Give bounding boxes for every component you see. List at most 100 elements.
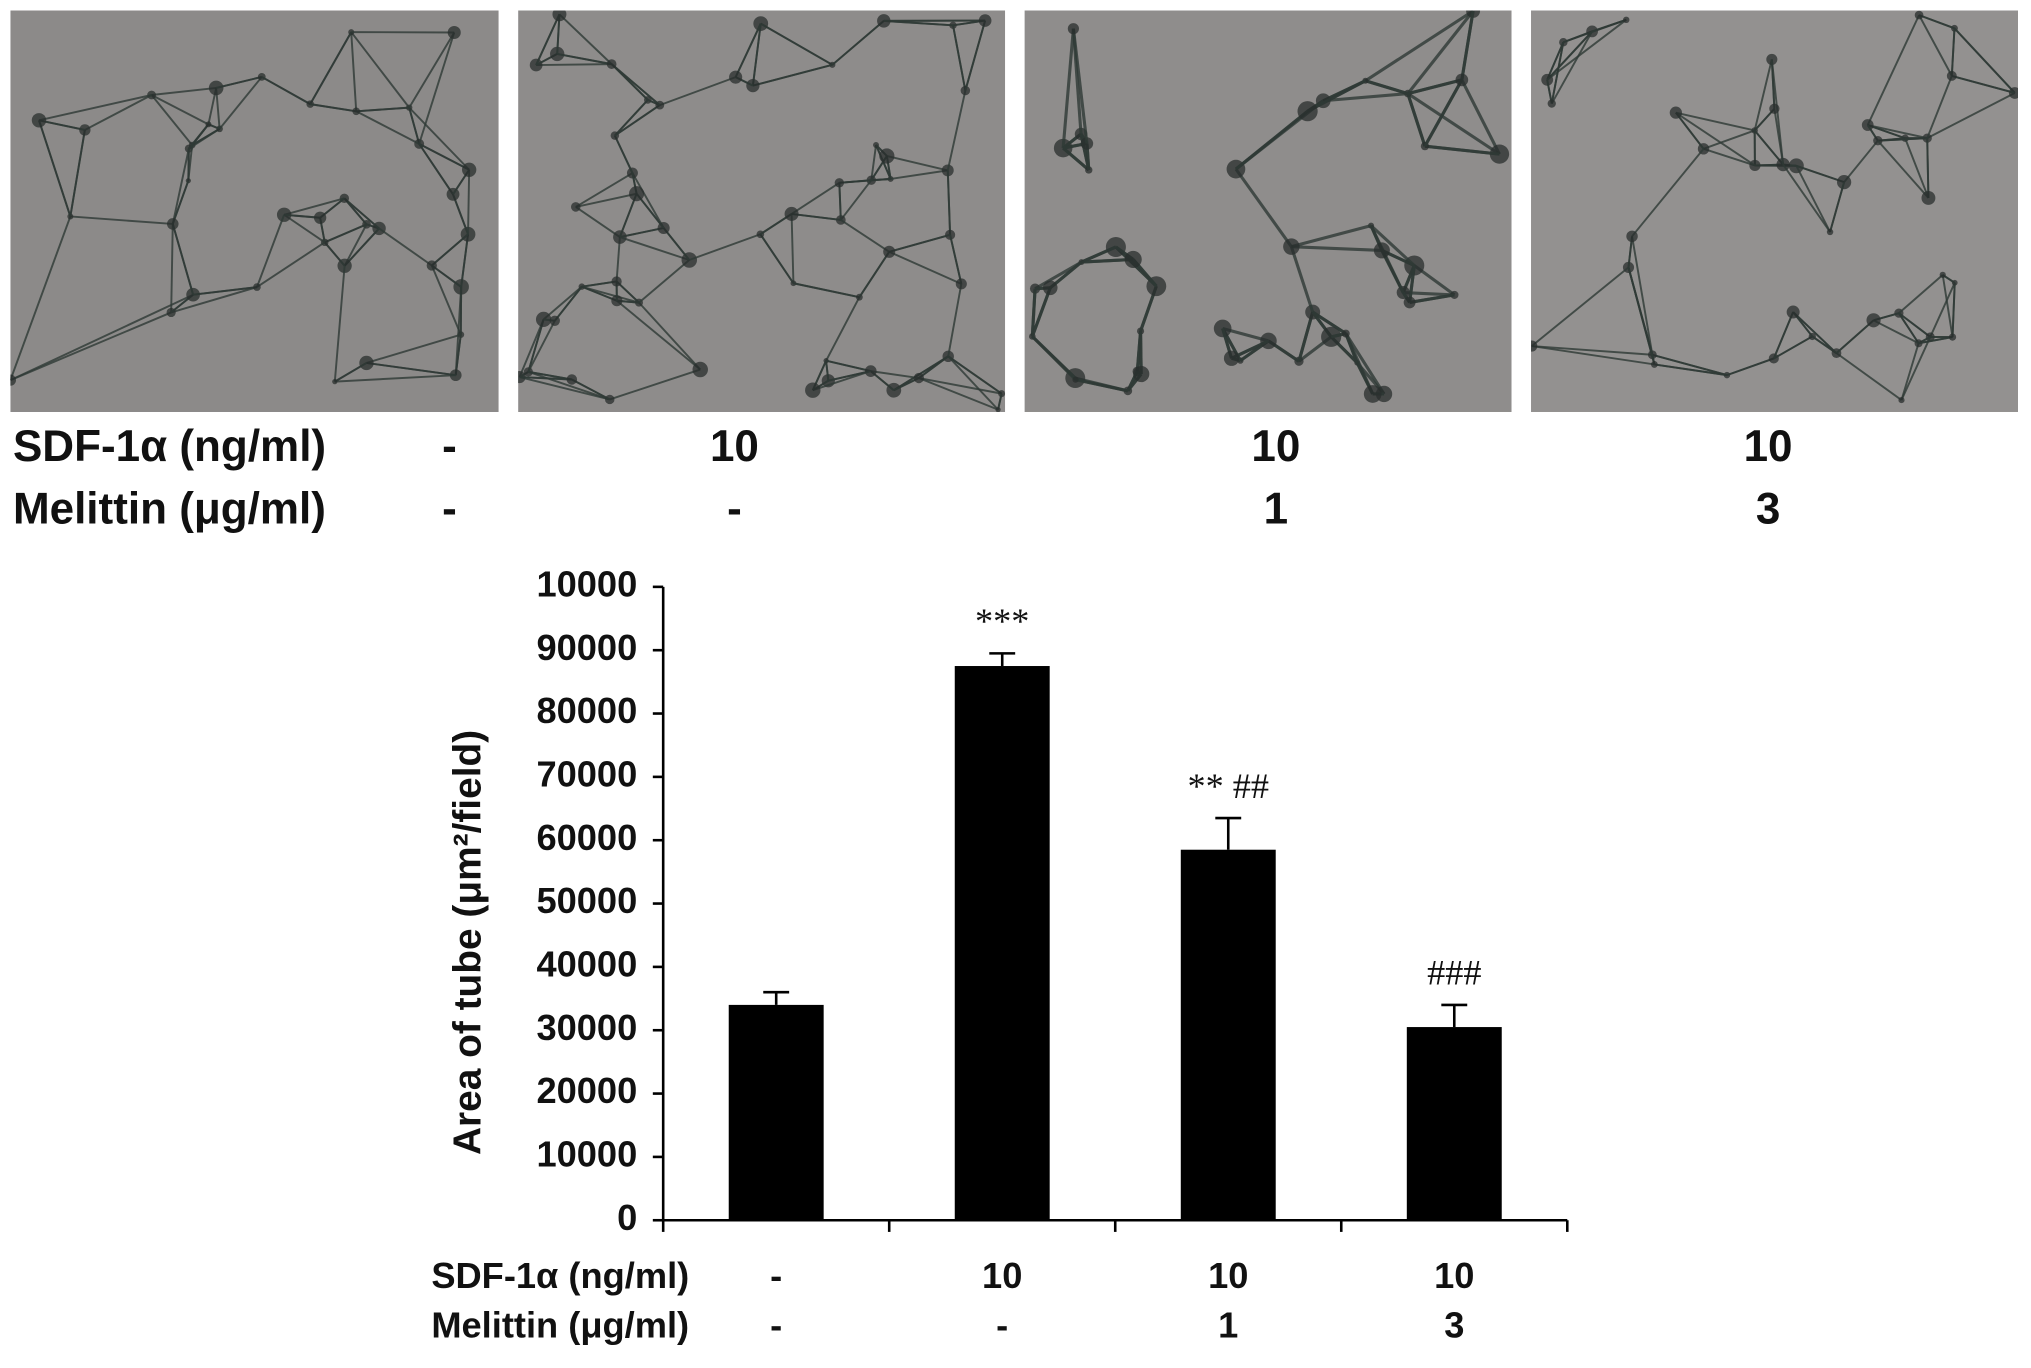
cell-tube: [571, 378, 611, 401]
cell-cluster: [426, 260, 437, 271]
cell-tube: [1297, 311, 1315, 362]
cell-tube: [256, 214, 286, 288]
cell-tube: [408, 31, 456, 109]
cell-tube: [171, 223, 195, 295]
cell-tube: [831, 20, 885, 66]
y-tick-label: 60000: [536, 817, 637, 858]
cell-tube: [1291, 245, 1382, 252]
cell-tube: [1675, 111, 1755, 132]
cell-tube: [888, 233, 951, 253]
cell-tube: [1951, 282, 1956, 338]
cell-tube: [1703, 147, 1756, 167]
cell-tube: [1654, 363, 1728, 377]
cell-tube: [659, 76, 736, 107]
cell-tube: [366, 361, 456, 377]
cell-tube: [1926, 138, 1930, 198]
cell-tube: [418, 143, 454, 195]
cell-tube: [1918, 14, 1953, 77]
cell-tube: [1652, 353, 1728, 377]
cell-cluster: [529, 58, 543, 72]
cell-tube: [1866, 14, 1920, 126]
cell-cluster: [1133, 365, 1150, 383]
cell-cluster: [883, 245, 896, 258]
cell-tube: [1835, 319, 1875, 354]
cell-tube: [187, 145, 194, 181]
cell-tube: [1918, 14, 1955, 30]
panel-value: -: [727, 484, 742, 533]
cell-cluster: [1223, 350, 1240, 366]
cell-cluster: [253, 283, 261, 291]
cell-tube: [631, 172, 665, 229]
cell-tube: [1773, 108, 1785, 165]
micrograph-background: [518, 10, 1006, 412]
cell-tube: [1531, 345, 1655, 366]
cell-tube: [918, 377, 1002, 395]
cell-tube: [1306, 79, 1367, 113]
cell-tube: [519, 376, 572, 381]
cell-tube: [554, 286, 583, 322]
cell-tube: [1424, 144, 1500, 156]
cell-tube: [1843, 140, 1879, 183]
cell-tube: [1062, 146, 1090, 172]
cell-tube: [964, 20, 987, 91]
cell-tube: [1081, 257, 1134, 264]
cell-tube: [527, 320, 556, 373]
cell-tube: [1950, 28, 1956, 76]
x-tick-label: 3: [1444, 1304, 1464, 1345]
cell-tube: [840, 219, 890, 253]
cell-cluster: [566, 374, 578, 385]
bar: [1180, 849, 1276, 1221]
cell-tube: [1953, 27, 2016, 94]
cell-tube: [557, 52, 612, 66]
cell-tube: [615, 280, 640, 304]
cell-tube: [581, 280, 617, 288]
cell-tube: [171, 180, 190, 225]
cell-tube: [575, 172, 633, 208]
cell-cluster: [611, 276, 622, 287]
cell-tube: [614, 99, 649, 137]
cell-tube: [408, 106, 470, 171]
cell-cluster: [570, 202, 581, 212]
cell-tube: [343, 227, 380, 267]
cell-tube: [1829, 181, 1846, 233]
cell-tube: [518, 319, 545, 378]
cell-cluster: [1866, 313, 1881, 328]
cell-tube: [310, 103, 357, 113]
cell-tube: [309, 31, 353, 105]
cell-tube: [1563, 18, 1627, 44]
x-tick-label: 1: [1218, 1304, 1238, 1345]
cell-tube: [1772, 311, 1795, 359]
cell-tube: [1929, 282, 1956, 338]
cell-cluster: [549, 315, 560, 326]
category-row-label: Melittin (μg/ml): [431, 1304, 689, 1345]
cell-cluster: [31, 113, 47, 128]
cell-tube: [1323, 92, 1408, 103]
cell-cluster: [166, 218, 179, 230]
y-tick-label: 70000: [536, 753, 637, 794]
cell-tube: [1080, 245, 1117, 264]
y-tick-label: 80000: [536, 690, 637, 731]
cell-tube: [38, 119, 72, 217]
cell-tube: [10, 311, 172, 382]
cell-tube: [886, 155, 948, 172]
cell-tube: [261, 76, 311, 105]
cell-tube: [610, 63, 661, 106]
cell-tube: [1234, 168, 1293, 248]
cell-tube: [1344, 332, 1359, 364]
panel-value: -: [442, 484, 457, 533]
cell-tube: [171, 148, 190, 225]
cell-cluster: [2008, 87, 2019, 99]
cell-tube: [1289, 246, 1315, 313]
panel-value: -: [442, 422, 457, 471]
cell-tube: [688, 233, 761, 261]
cell-tube: [1770, 59, 1776, 109]
y-tick-label: 10000: [536, 1133, 637, 1174]
cell-cluster: [1297, 101, 1318, 122]
cell-tube: [535, 13, 561, 66]
cell-cluster: [352, 107, 361, 116]
micrograph: [10, 10, 499, 412]
bar: [954, 666, 1050, 1221]
cell-tube: [947, 355, 1003, 395]
x-tick-label: 10: [1434, 1255, 1474, 1296]
cell-tube: [1898, 312, 1920, 344]
